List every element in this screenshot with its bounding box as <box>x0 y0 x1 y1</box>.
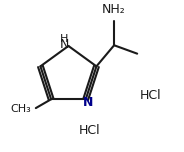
Text: H: H <box>60 34 69 44</box>
Text: HCl: HCl <box>140 89 162 102</box>
Text: N: N <box>83 96 93 109</box>
Text: CH₃: CH₃ <box>10 104 31 114</box>
Text: NH₂: NH₂ <box>102 3 126 16</box>
Text: HCl: HCl <box>79 124 101 137</box>
Text: N: N <box>60 38 69 52</box>
